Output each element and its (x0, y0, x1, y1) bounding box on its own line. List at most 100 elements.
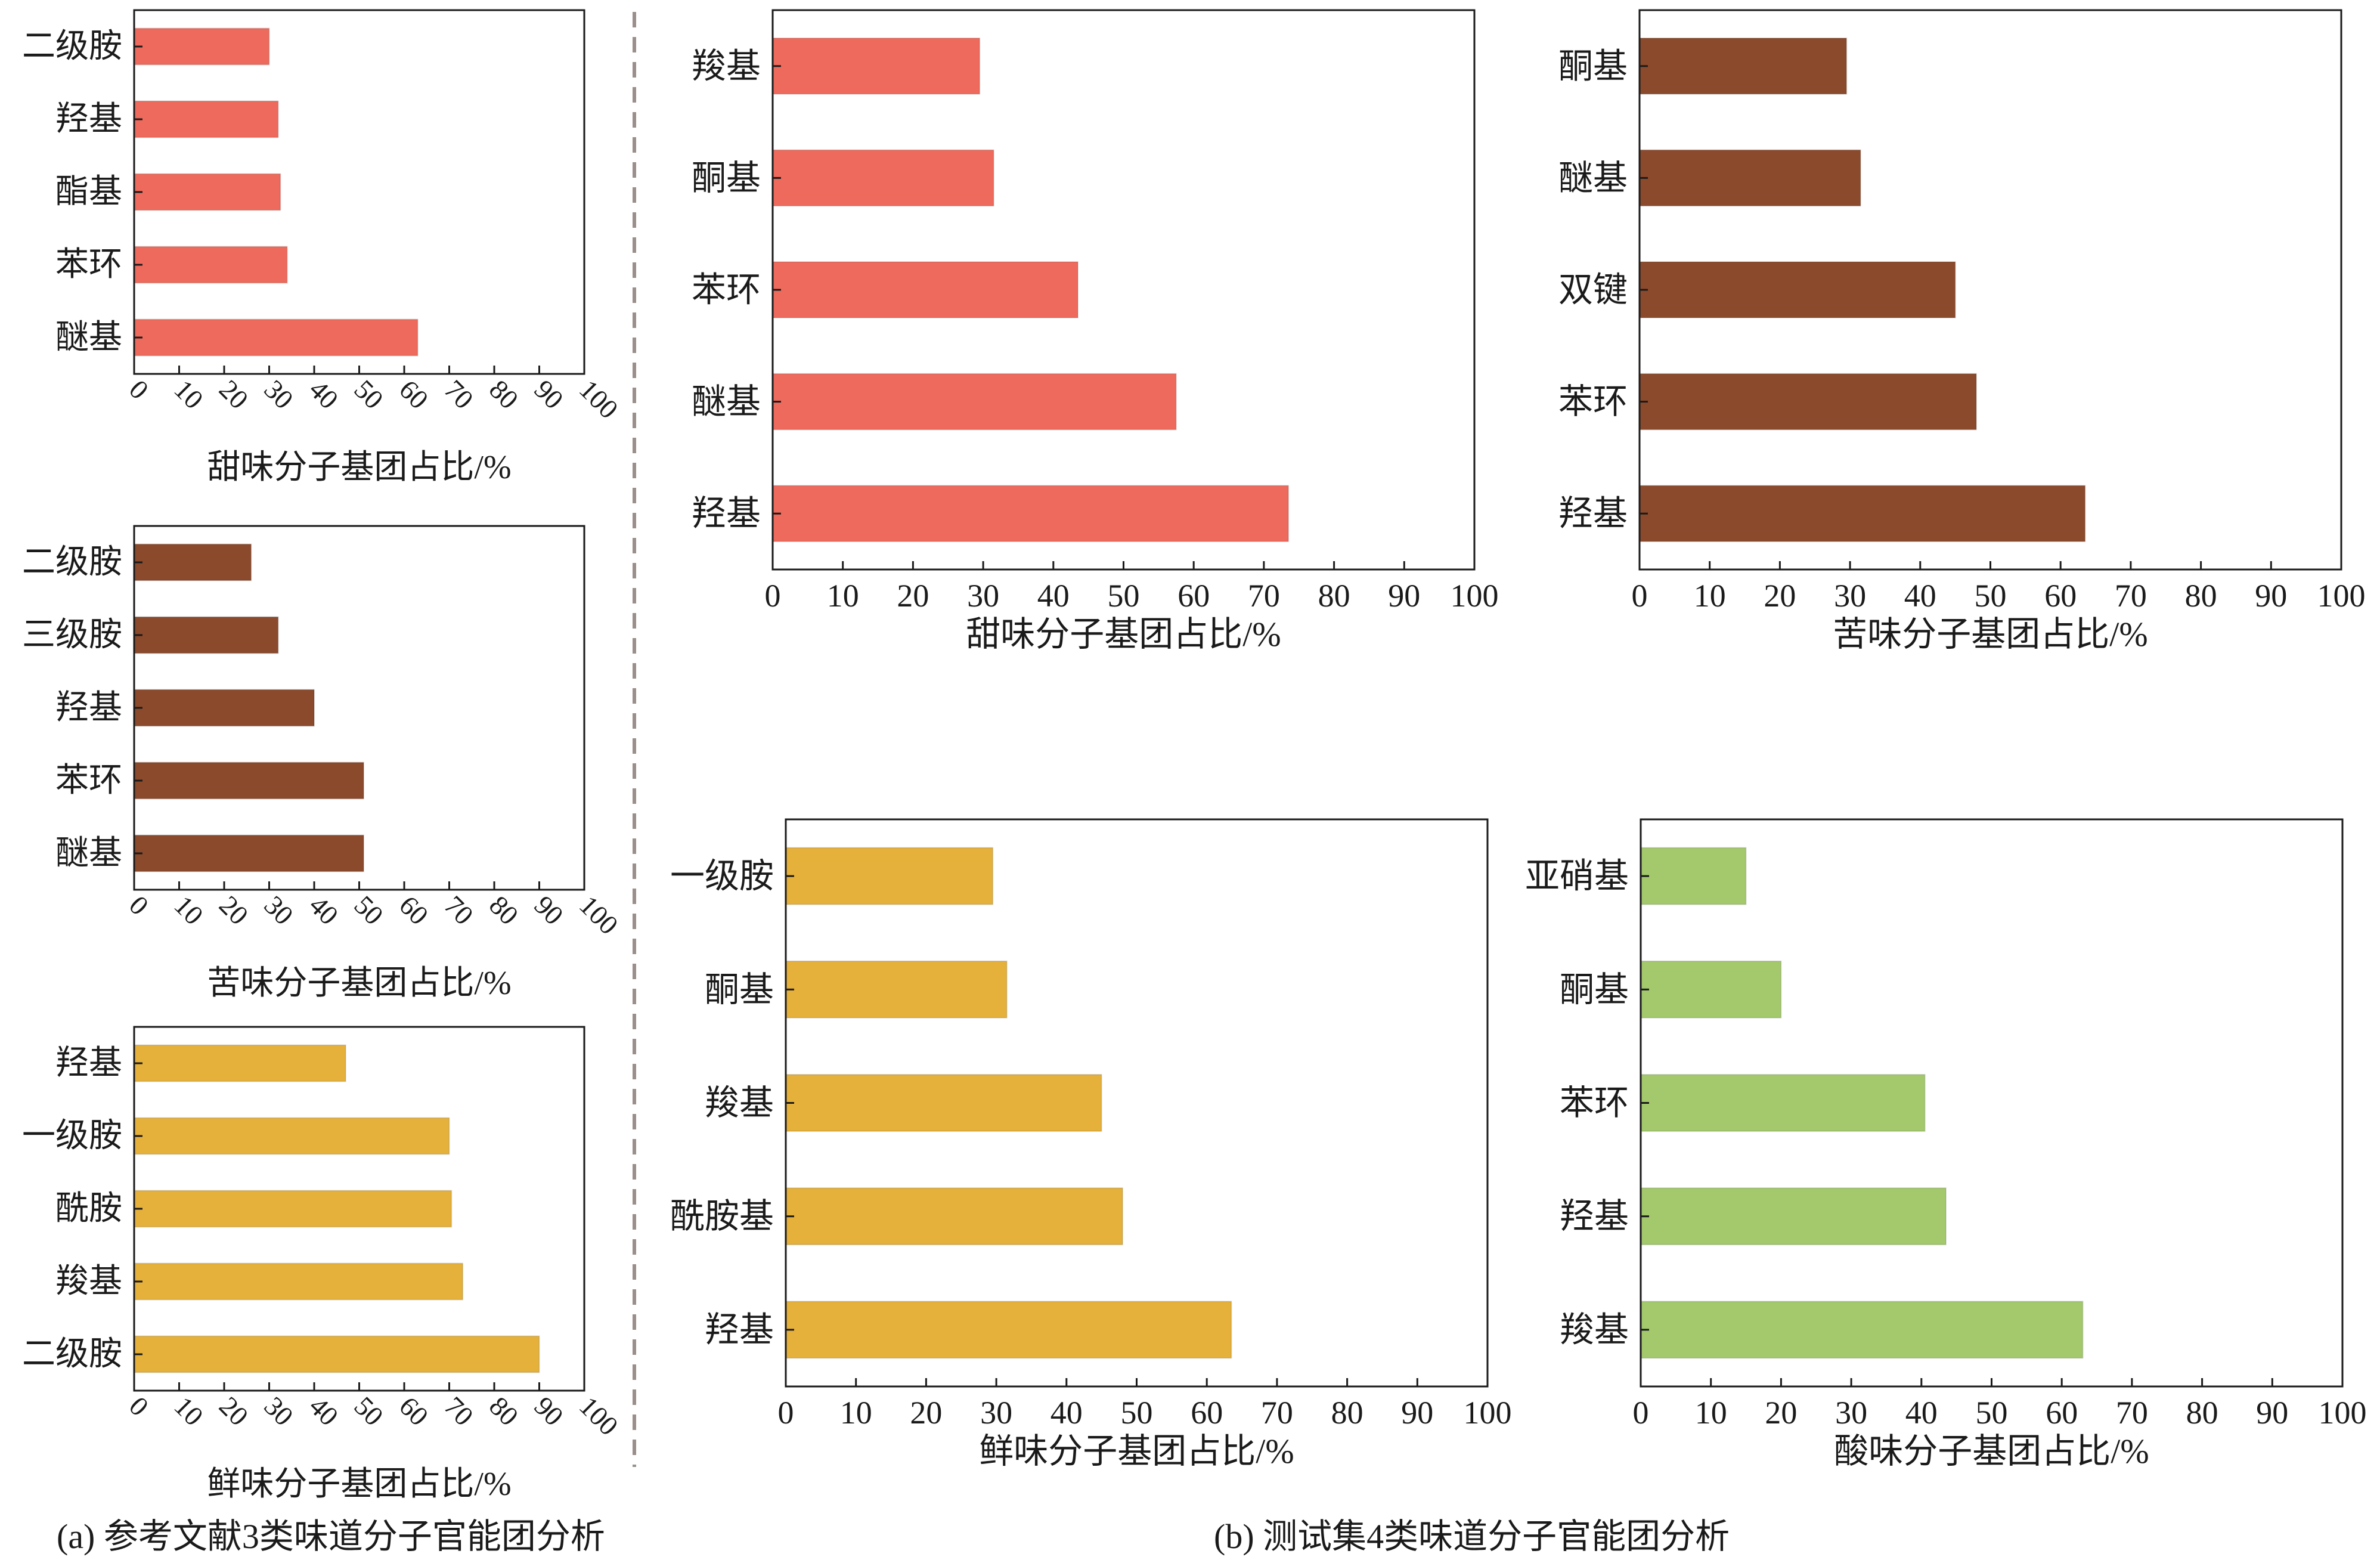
category-label: 醚基 (1558, 159, 1628, 197)
bar (785, 847, 994, 905)
x-tick-label: 50 (1976, 1395, 2008, 1431)
x-tick-label: 90 (1388, 578, 1420, 614)
x-tick-label: 100 (574, 1391, 624, 1441)
x-tick-label: 90 (528, 374, 569, 415)
bar (134, 1190, 453, 1228)
x-axis-label: 苦味分子基团占比/% (207, 965, 511, 1002)
bar (772, 485, 1290, 543)
category-label: 醚基 (55, 319, 122, 356)
category-label: 酮基 (705, 970, 774, 1009)
category-label: 羟基 (1560, 1197, 1629, 1236)
x-tick-label: 90 (2256, 1395, 2288, 1431)
x-tick-label: 10 (827, 578, 859, 614)
x-tick-label: 60 (1177, 578, 1210, 614)
x-tick-label: 70 (1261, 1395, 1293, 1431)
x-tick-label: 10 (168, 1391, 209, 1432)
caption-a: (a) 参考文献3类味道分子官能团分析 (57, 1517, 605, 1556)
x-tick-label: 100 (2319, 1395, 2367, 1431)
category-label: 苯环 (1558, 382, 1628, 421)
bar (1640, 847, 1747, 905)
x-tick-label: 60 (393, 890, 435, 931)
category-label: 三级胺 (22, 617, 122, 654)
x-tick-label: 20 (1764, 578, 1796, 614)
x-tick-label: 40 (303, 374, 345, 415)
x-tick-label: 30 (258, 374, 299, 415)
x-tick-label: 50 (1975, 578, 2007, 614)
category-label: 酰胺 (55, 1190, 122, 1227)
bar (772, 373, 1177, 431)
x-axis-label: 甜味分子基团占比/% (207, 449, 511, 486)
x-tick-label: 40 (303, 1391, 345, 1432)
bar (134, 246, 288, 284)
x-tick-label: 0 (1633, 1395, 1649, 1431)
bar (785, 1073, 1102, 1132)
category-label: 醚基 (55, 835, 122, 872)
bar (1640, 960, 1782, 1019)
category-label: 酮基 (692, 159, 761, 197)
x-tick-label: 70 (438, 1391, 479, 1432)
category-label: 亚硝基 (1525, 857, 1629, 896)
x-tick-label: 60 (2046, 1395, 2078, 1431)
category-label: 一级胺 (670, 857, 774, 896)
x-tick-label: 10 (840, 1395, 872, 1431)
category-label: 二级胺 (22, 544, 122, 581)
bar (1639, 149, 1861, 207)
x-tick-label: 80 (2186, 1395, 2218, 1431)
x-tick-label: 20 (897, 578, 929, 614)
x-tick-label: 80 (484, 1391, 525, 1432)
bar (134, 318, 419, 357)
x-tick-label: 70 (1248, 578, 1280, 614)
bar (134, 616, 279, 654)
category-label: 苯环 (55, 246, 122, 283)
bar (1639, 261, 1956, 318)
bar (134, 173, 281, 211)
bar (785, 1187, 1123, 1246)
category-label: 二级胺 (22, 28, 122, 65)
x-tick-label: 30 (1834, 578, 1866, 614)
x-tick-label: 0 (778, 1395, 794, 1431)
x-tick-label: 100 (574, 374, 624, 425)
bar (134, 1044, 346, 1082)
category-label: 双键 (1558, 271, 1628, 309)
bar (772, 149, 994, 207)
x-tick-label: 20 (213, 374, 255, 415)
caption-b: (b) 测试集4类味道分子官能团分析 (1214, 1517, 1730, 1556)
category-label: 羧基 (55, 1263, 122, 1300)
x-tick-label: 50 (1121, 1395, 1153, 1431)
x-axis-label: 酸味分子基团占比/% (1834, 1432, 2149, 1471)
x-tick-label: 0 (123, 374, 154, 405)
bar (134, 27, 270, 66)
category-label: 一级胺 (22, 1118, 122, 1154)
category-label: 酰胺基 (670, 1197, 774, 1236)
category-label: 羟基 (55, 101, 122, 138)
category-label: 苯环 (1560, 1084, 1629, 1122)
x-tick-label: 40 (1905, 1395, 1938, 1431)
x-tick-label: 50 (348, 890, 389, 931)
x-tick-label: 60 (393, 374, 435, 415)
x-tick-label: 60 (393, 1391, 435, 1432)
x-tick-label: 20 (910, 1395, 942, 1431)
x-tick-label: 0 (1632, 578, 1648, 614)
x-tick-label: 20 (1765, 1395, 1797, 1431)
x-tick-label: 30 (1835, 1395, 1867, 1431)
x-tick-label: 50 (348, 374, 389, 415)
category-label: 二级胺 (22, 1336, 122, 1373)
x-tick-label: 30 (967, 578, 999, 614)
x-tick-label: 90 (1401, 1395, 1433, 1431)
category-label: 羧基 (705, 1084, 774, 1122)
category-label: 羟基 (705, 1310, 774, 1349)
x-tick-label: 70 (2116, 1395, 2148, 1431)
bar (134, 100, 279, 138)
bar (772, 261, 1079, 318)
bar (134, 834, 365, 872)
x-tick-label: 30 (258, 890, 299, 931)
x-tick-label: 30 (980, 1395, 1012, 1431)
category-label: 羧基 (692, 47, 761, 85)
x-tick-label: 0 (123, 890, 154, 921)
category-label: 羟基 (692, 494, 761, 533)
